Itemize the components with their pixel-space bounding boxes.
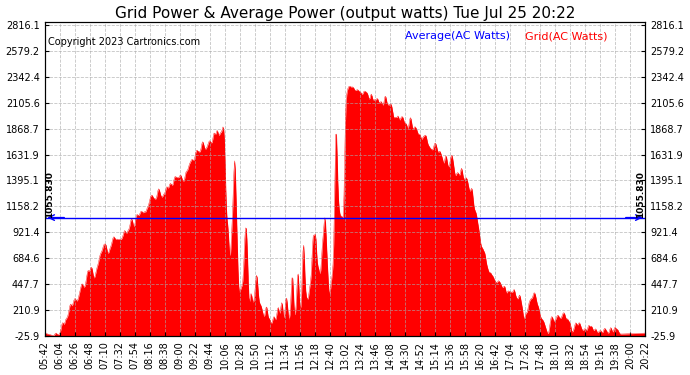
Text: 1055.830: 1055.830 xyxy=(636,171,645,217)
Text: Grid(AC Watts): Grid(AC Watts) xyxy=(525,31,608,41)
Text: 1055.830: 1055.830 xyxy=(45,171,54,217)
Text: Copyright 2023 Cartronics.com: Copyright 2023 Cartronics.com xyxy=(48,38,199,48)
Text: Average(AC Watts): Average(AC Watts) xyxy=(405,31,510,41)
Title: Grid Power & Average Power (output watts) Tue Jul 25 20:22: Grid Power & Average Power (output watts… xyxy=(115,6,575,21)
